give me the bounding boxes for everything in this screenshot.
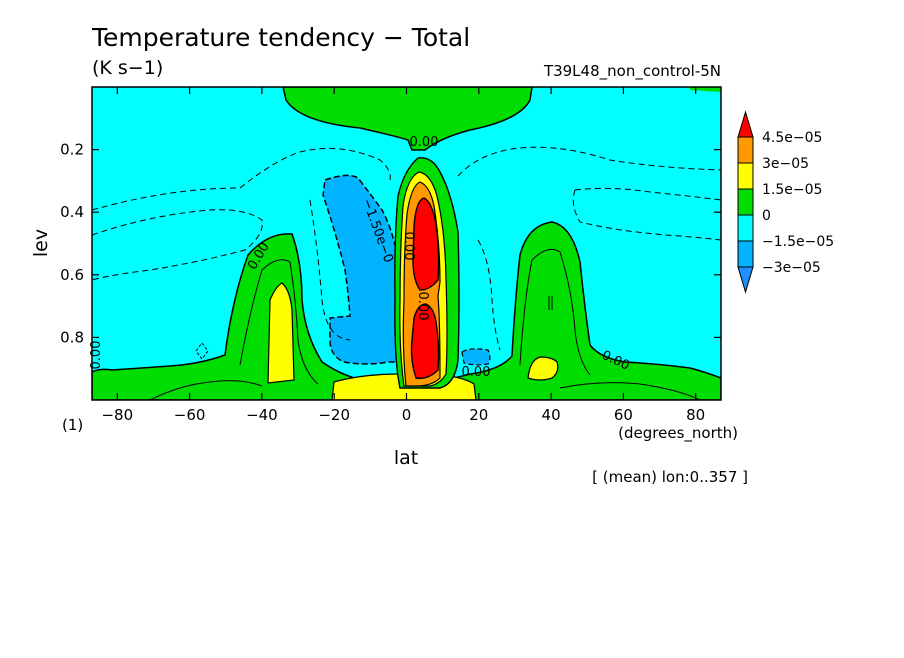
x-axis-label: lat [394, 447, 418, 469]
colorbar-swatch [737, 214, 754, 242]
y-tick-label: 0.2 [60, 141, 84, 159]
colorbar-tick-label: 4.5e−05 [762, 130, 822, 146]
y-tick-label: 0.8 [60, 328, 84, 346]
colorbar-swatch [737, 188, 754, 216]
yellow-left-column [267, 282, 295, 384]
colorbar-extend-high [737, 110, 754, 138]
colorbar-extend-low [737, 266, 754, 294]
small-contour-marker [548, 296, 553, 310]
footnote: [ (mean) lon:0..357 ] [592, 468, 748, 486]
y-tick-label: 0.6 [60, 266, 84, 284]
colorbar-swatch [737, 162, 754, 190]
positive-contour-bottom-right [559, 382, 701, 400]
positive-region-right [411, 221, 721, 400]
negative-contour-right [457, 146, 721, 177]
contour-label: 0.00 [410, 135, 439, 150]
upper-right-strip [690, 87, 721, 92]
x-tick-label: −40 [246, 406, 278, 424]
y-tick-label: 0.4 [60, 203, 84, 221]
equatorial-core-lower [410, 303, 440, 380]
negative-contour-left [92, 209, 263, 281]
negative-lobe-lower [461, 348, 491, 366]
x-tick-label: 20 [469, 406, 488, 424]
colorbar-tick-label: −3e−05 [762, 260, 821, 276]
negative-contour-right-lower [572, 187, 721, 241]
contour-label: 0.00 [462, 365, 491, 380]
yellow-right-blob [527, 356, 559, 381]
x-axis-units: (degrees_north) [618, 424, 738, 443]
x-tick-label: 60 [614, 406, 633, 424]
contour-label: 0.00 [401, 232, 416, 261]
x-tick-label: −20 [318, 406, 350, 424]
contour-label: 0.00 [415, 292, 430, 321]
x-tick-label: 80 [686, 406, 705, 424]
run-label: T39L48_non_control-5N [543, 62, 721, 81]
upper-positive-region [282, 87, 533, 151]
equatorial-core-upper [412, 197, 440, 291]
colorbar: −3e−05 −1.5e−05 0 1.5e−05 3e−05 4.5e−05 [737, 110, 834, 294]
negative-contour-left-upper [92, 147, 391, 211]
positive-contour-bottom-left [149, 380, 263, 400]
colorbar-tick-label: 0 [762, 208, 771, 224]
negative-lobe-left [322, 174, 401, 365]
positive-region-left [92, 233, 411, 400]
colorbar-tick-label: 1.5e−05 [762, 182, 822, 198]
x-tick-label: 0 [402, 406, 412, 424]
y-axis-label: lev [30, 229, 52, 257]
panel-label: (1) [62, 416, 83, 434]
negative-contour-inner-right [477, 239, 501, 351]
small-negative-diamond [195, 342, 209, 360]
chart-units: (K s−1) [92, 57, 163, 79]
colorbar-swatch [737, 136, 754, 164]
chart-title: Temperature tendency − Total [91, 23, 470, 52]
colorbar-tick-label: 3e−05 [762, 156, 809, 172]
positive-contour-left-inner [239, 259, 319, 385]
x-tick-label: 40 [542, 406, 561, 424]
positive-contour-right-inner [519, 248, 591, 376]
contour-field [92, 87, 721, 400]
colorbar-swatch [737, 240, 754, 268]
colorbar-tick-label: −1.5e−05 [762, 234, 834, 250]
x-tick-label: −80 [101, 406, 133, 424]
x-tick-label: −60 [174, 406, 206, 424]
x-axis: −80 −60 −40 −20 0 20 40 60 80 [101, 87, 705, 424]
y-axis: 0.2 0.4 0.6 0.8 [60, 141, 721, 346]
